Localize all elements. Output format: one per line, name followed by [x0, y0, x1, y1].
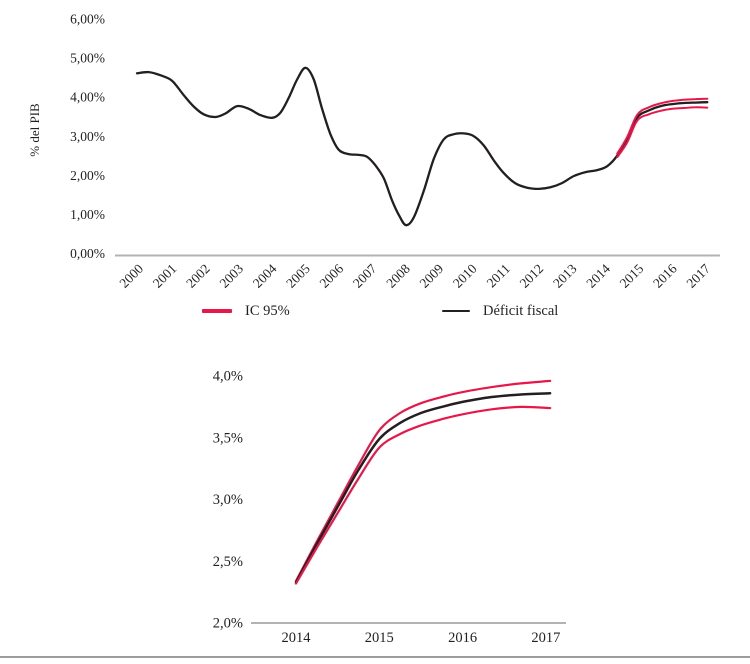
- x-tick-label: 2017: [531, 630, 560, 646]
- y-tick-label: 6,00%: [70, 12, 105, 27]
- x-tick-label: 2004: [250, 261, 280, 291]
- series-line-d-ficit-fiscal: [135, 66, 709, 227]
- series-line-ic-95-superior: [616, 97, 709, 155]
- series-line-ic-95-inferior: [294, 405, 552, 585]
- y-tick-label: 3,0%: [213, 492, 243, 508]
- x-tick-label: 2013: [550, 261, 580, 291]
- forecast-zoom-chart: 2,0% 2,5% 3,0% 3,5% 4,0% 2014 2015 2016 2017: [213, 369, 566, 646]
- x-tick-label: 2015: [617, 261, 647, 291]
- x-tick-label: 2015: [365, 630, 394, 646]
- series-line-d-ficit-fiscal: [294, 392, 552, 584]
- series-line-ic-95-inferior: [616, 106, 709, 159]
- x-tick-label: 2008: [383, 261, 413, 291]
- y-axis-title: % del PIB: [27, 103, 42, 157]
- x-tick-label: 2017: [683, 261, 713, 291]
- x-tick-label: 2014: [282, 630, 312, 646]
- y-tick-label: 4,0%: [213, 369, 243, 385]
- x-tick-label: 2011: [484, 261, 513, 290]
- x-tick-label: 2016: [650, 261, 680, 291]
- x-tick-label: 2010: [450, 261, 480, 291]
- y-tick-label: 0,00%: [70, 246, 105, 261]
- y-tick-label: 2,0%: [213, 616, 243, 632]
- x-tick-label: 2007: [350, 261, 380, 291]
- y-tick-label: 3,5%: [213, 430, 243, 446]
- deficit-timeseries-chart: 0,00%1,00%2,00%3,00%4,00%5,00%6,00%2000 2…: [27, 12, 720, 291]
- x-tick-label: 2001: [150, 261, 180, 291]
- x-tick-label: 2002: [183, 261, 213, 291]
- series-line-ic-95-superior: [294, 379, 552, 583]
- x-tick-label: 2000: [116, 261, 146, 291]
- x-tick-label: 2006: [317, 261, 347, 291]
- x-tick-label: 2016: [448, 630, 477, 646]
- y-tick-label: 5,00%: [70, 51, 105, 66]
- y-tick-label: 1,00%: [70, 207, 105, 222]
- y-tick-label: 4,00%: [70, 90, 105, 105]
- y-tick-label: 2,5%: [213, 554, 243, 570]
- x-tick-label: 2014: [583, 261, 613, 291]
- x-tick-label: 2012: [517, 261, 547, 291]
- x-tick-label: 2003: [216, 261, 246, 291]
- y-tick-label: 2,00%: [70, 168, 105, 183]
- x-tick-label: 2005: [283, 261, 313, 291]
- x-tick-label: 2009: [417, 261, 447, 291]
- y-tick-label: 3,00%: [70, 129, 105, 144]
